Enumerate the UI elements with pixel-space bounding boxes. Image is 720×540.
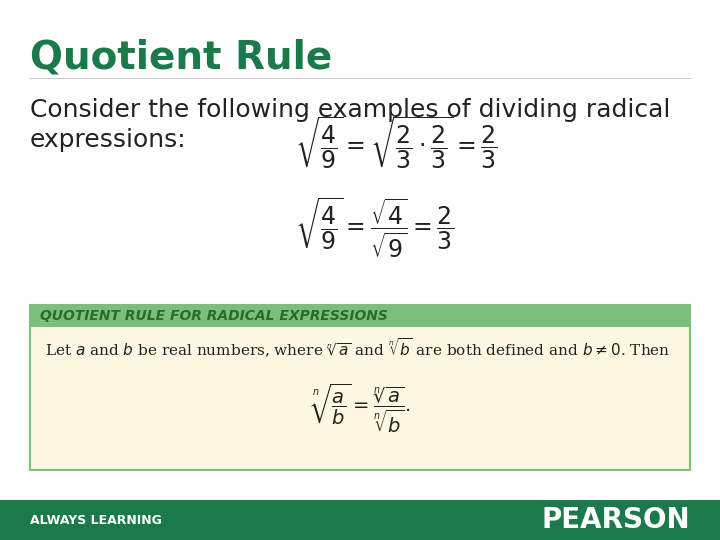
Text: Quotient Rule: Quotient Rule	[30, 38, 332, 76]
Text: QUOTIENT RULE FOR RADICAL EXPRESSIONS: QUOTIENT RULE FOR RADICAL EXPRESSIONS	[40, 309, 388, 323]
Bar	[30, 305, 690, 470]
Text: ALWAYS LEARNING: ALWAYS LEARNING	[30, 514, 162, 526]
Text: Let $a$ and $b$ be real numbers, where $\sqrt[n]{a}$ and $\sqrt[n]{b}$ are both : Let $a$ and $b$ be real numbers, where $…	[45, 337, 670, 360]
Text: $\sqrt{\dfrac{4}{9}} = \sqrt{\dfrac{2}{3} \cdot \dfrac{2}{3}} = \dfrac{2}{3}$: $\sqrt{\dfrac{4}{9}} = \sqrt{\dfrac{2}{3…	[295, 115, 498, 172]
Bar	[30, 327, 690, 470]
Bar	[0, 500, 720, 540]
Text: expressions:: expressions:	[30, 128, 186, 152]
Bar	[30, 305, 690, 327]
Text: Consider the following examples of dividing radical: Consider the following examples of divid…	[30, 98, 670, 122]
Text: $\sqrt[n]{\dfrac{a}{b}} = \dfrac{\sqrt[n]{a}}{\sqrt[n]{b}}.$: $\sqrt[n]{\dfrac{a}{b}} = \dfrac{\sqrt[n…	[310, 382, 410, 435]
Text: PEARSON: PEARSON	[541, 506, 690, 534]
Text: $\sqrt{\dfrac{4}{9}} = \dfrac{\sqrt{4}}{\sqrt{9}} = \dfrac{2}{3}$: $\sqrt{\dfrac{4}{9}} = \dfrac{\sqrt{4}}{…	[295, 195, 454, 260]
